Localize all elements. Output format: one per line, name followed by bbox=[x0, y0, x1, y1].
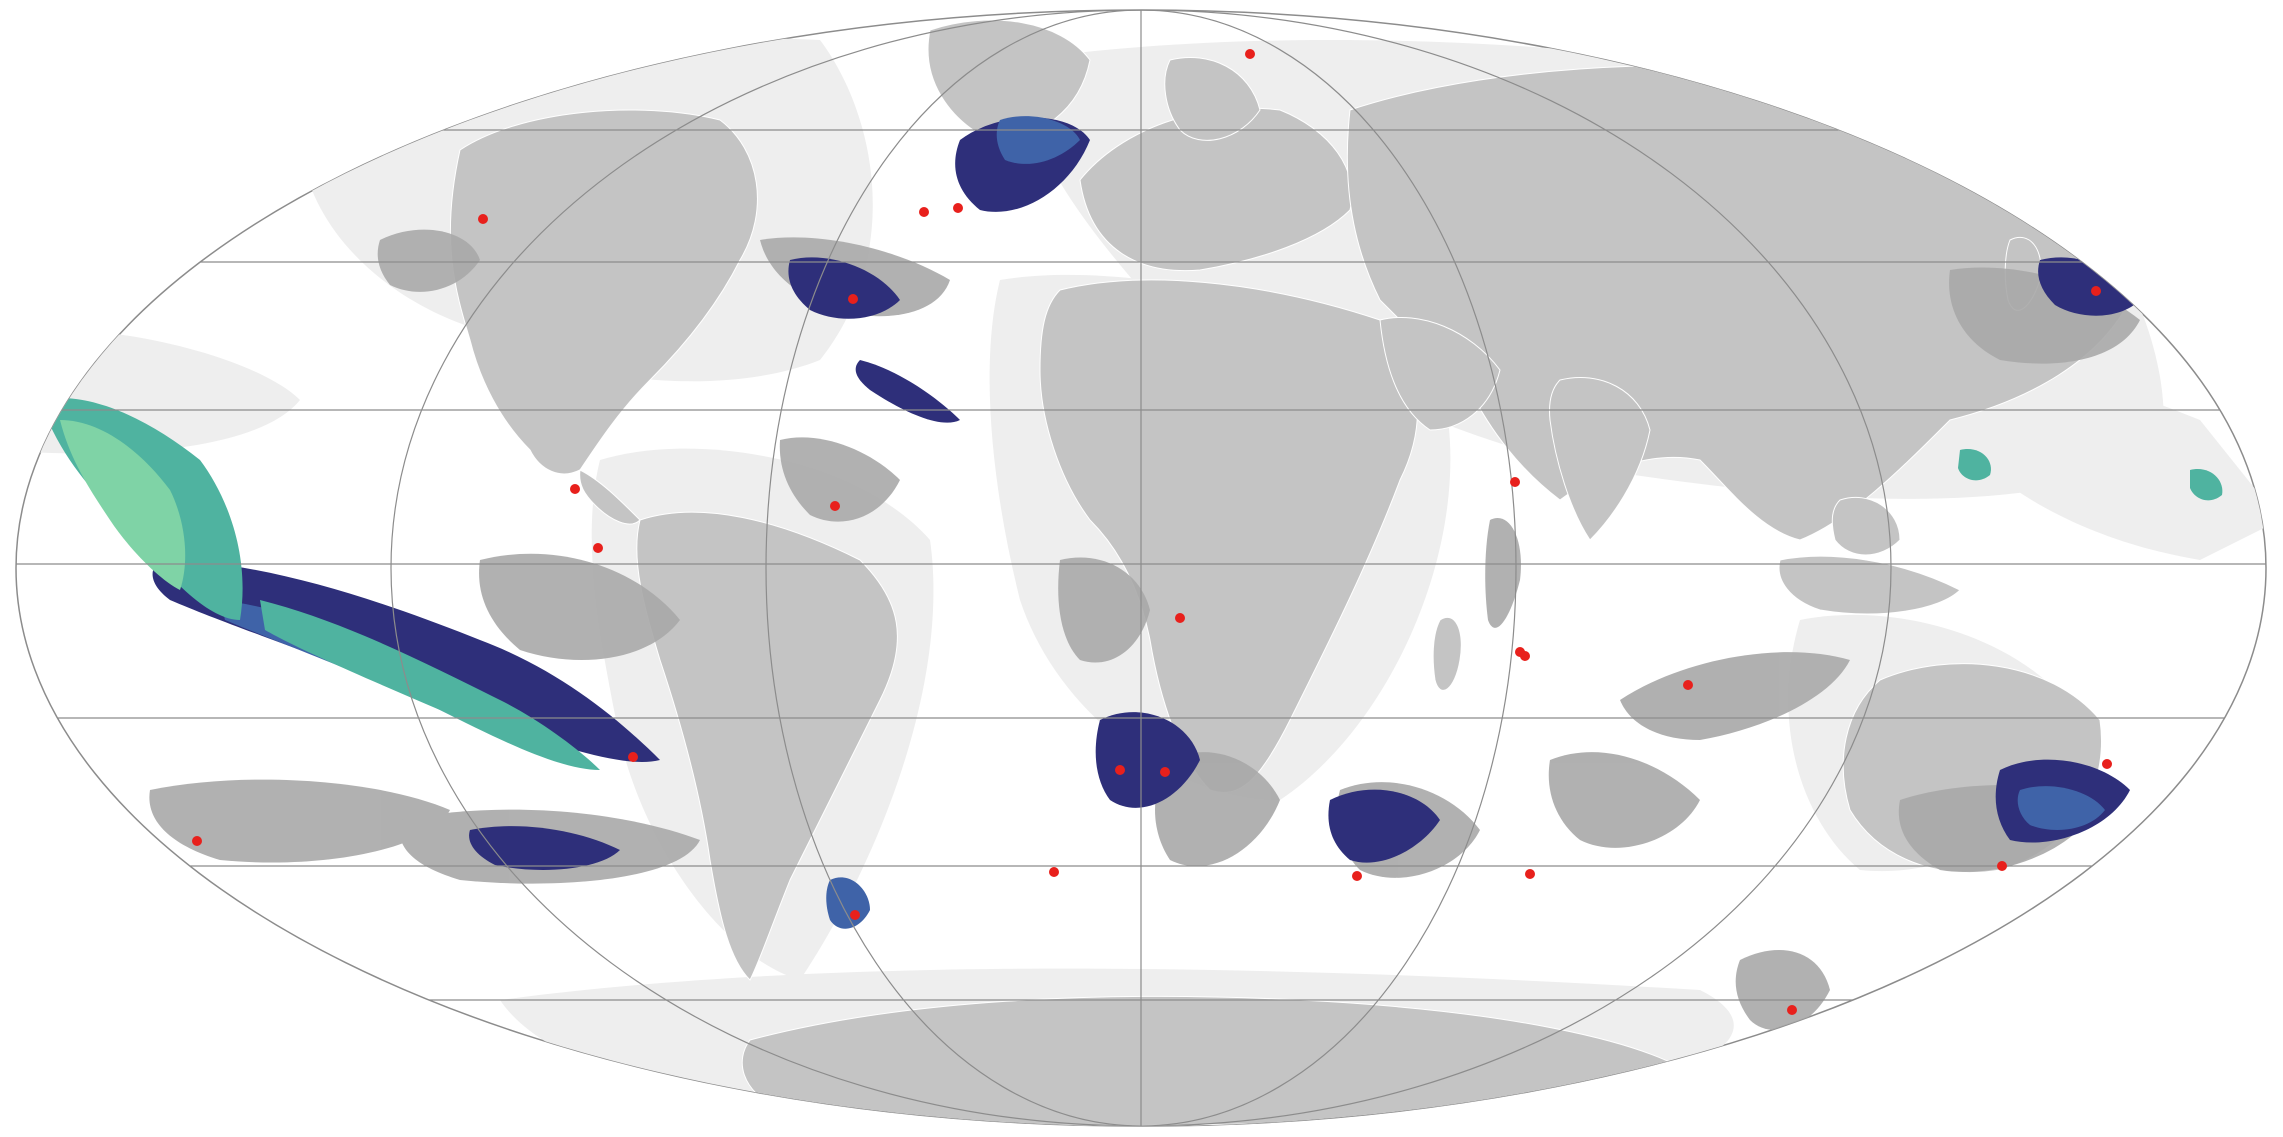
site-marker bbox=[1515, 647, 1525, 657]
site-marker bbox=[1510, 477, 1520, 487]
scandinavia bbox=[1164, 56, 1261, 141]
site-marker bbox=[919, 207, 929, 217]
site-marker bbox=[192, 836, 202, 846]
indonesia bbox=[1778, 555, 1961, 615]
density-layer bbox=[40, 116, 2223, 929]
site-marker bbox=[850, 910, 860, 920]
site-marker bbox=[1787, 1005, 1797, 1015]
central-america bbox=[579, 469, 641, 525]
site-marker bbox=[1175, 613, 1185, 623]
sites-layer bbox=[192, 49, 2112, 1015]
site-marker bbox=[1049, 867, 1059, 877]
site-marker bbox=[628, 752, 638, 762]
site-marker bbox=[593, 543, 603, 553]
site-marker bbox=[1352, 871, 1362, 881]
site-marker bbox=[1115, 765, 1125, 775]
site-marker bbox=[1245, 49, 1255, 59]
borneo bbox=[1831, 496, 1901, 556]
graticule bbox=[16, 10, 2266, 1126]
greenland bbox=[927, 19, 1091, 141]
site-marker bbox=[953, 203, 963, 213]
north-america bbox=[449, 109, 758, 475]
site-marker bbox=[570, 484, 580, 494]
site-marker bbox=[2091, 286, 2101, 296]
madagascar bbox=[1432, 617, 1462, 691]
site-marker bbox=[830, 501, 840, 511]
site-marker bbox=[1160, 767, 1170, 777]
new-zealand bbox=[2112, 877, 2147, 943]
site-marker bbox=[1997, 861, 2007, 871]
india bbox=[1549, 376, 1651, 541]
site-marker bbox=[1525, 869, 1535, 879]
site-marker bbox=[1683, 680, 1693, 690]
site-marker bbox=[848, 294, 858, 304]
site-marker bbox=[478, 214, 488, 224]
globe-content bbox=[16, 10, 2266, 1126]
site-marker bbox=[2102, 759, 2112, 769]
land-layer bbox=[449, 19, 2147, 1126]
south-america bbox=[636, 511, 898, 981]
arabia bbox=[1379, 316, 1501, 431]
